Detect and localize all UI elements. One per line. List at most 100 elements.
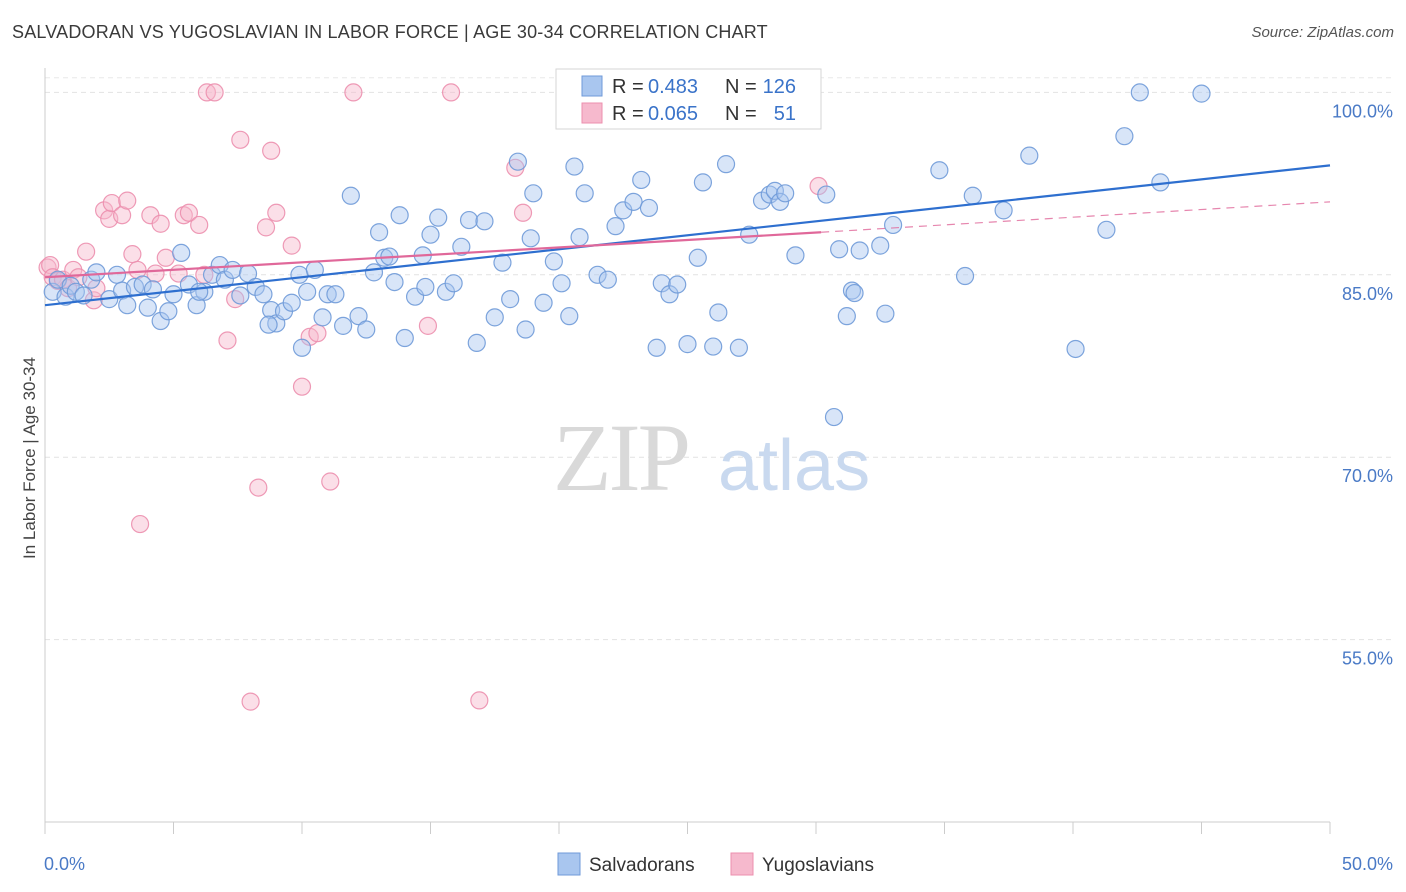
salvadorans-point-116: [1115, 127, 1134, 146]
salvadorans-point-104: [842, 281, 862, 300]
salvadorans-point-45: [364, 263, 384, 282]
salvadorans-point-68: [534, 293, 553, 312]
salvadorans-point-87: [688, 248, 707, 267]
watermark: ZIP atlas: [553, 404, 870, 511]
salvadorans-point-44: [357, 320, 376, 339]
salvadorans-points: [43, 83, 1211, 427]
legend-r-label-2: R =: [612, 103, 644, 125]
salvadorans-point-114: [1066, 339, 1085, 359]
salvadorans-point-74: [575, 184, 594, 203]
salvadorans-point-98: [776, 184, 795, 203]
salvadorans-point-111: [963, 186, 982, 205]
salvadorans-point-97: [770, 192, 790, 211]
yugoslavians-point-16: [123, 245, 142, 264]
yugoslavians-point-15: [118, 191, 137, 210]
legend-n-label-1: N =: [725, 76, 757, 98]
salvadorans-point-38: [313, 308, 332, 327]
salvadorans-trend-line: [44, 164, 1331, 307]
yugoslavians-point-25: [179, 203, 199, 222]
bottom-legend-label-yugoslavians: Yugoslavians: [762, 855, 874, 876]
salvadorans-point-62: [485, 308, 504, 327]
salvadorans-point-66: [516, 320, 535, 339]
salvadorans-point-71: [560, 307, 579, 326]
salvadorans-point-101: [824, 407, 844, 427]
salvadorans-point-21: [187, 296, 206, 315]
yugoslavians-point-26: [190, 215, 209, 235]
salvadorans-point-57: [444, 274, 463, 293]
y-tick-label-2: 70.0%: [1342, 466, 1393, 486]
salvadorans-point-36: [298, 282, 317, 301]
salvadorans-point-51: [395, 328, 414, 348]
y-tick-label-3: 55.0%: [1342, 649, 1393, 669]
salvadorans-point-59: [459, 210, 479, 230]
yugoslavians-trend-line: [44, 231, 822, 279]
salvadorans-point-75: [588, 265, 607, 284]
watermark-atlas: atlas: [718, 426, 870, 506]
salvadorans-point-82: [647, 338, 666, 357]
chart-title: SALVADORAN VS YUGOSLAVIAN IN LABOR FORCE…: [12, 22, 768, 42]
legend-swatch-salvadorans: [581, 75, 603, 97]
y-tick-label-0: 100.0%: [1332, 101, 1393, 121]
salvadorans-point-46: [370, 223, 389, 242]
salvadorans-point-61: [475, 212, 494, 231]
salvadorans-point-122: [259, 315, 278, 334]
salvadorans-point-64: [501, 290, 520, 309]
salvadorans-point-99: [786, 246, 805, 265]
salvadorans-point-76: [598, 270, 617, 289]
y-tick-label-1: 85.0%: [1342, 284, 1393, 304]
salvadorans-point-13: [133, 275, 152, 294]
yugoslavians-point-18: [130, 514, 150, 534]
x-tick-labels: 0.0% 50.0%: [44, 854, 1393, 874]
salvadorans-point-73: [570, 228, 589, 247]
salvadorans-point-112: [994, 201, 1013, 220]
salvadorans-point-40: [326, 285, 345, 304]
salvadorans-point-89: [704, 337, 723, 356]
axes: [44, 68, 1331, 834]
salvadorans-point-124: [190, 282, 209, 301]
legend-n-label-2: N =: [725, 103, 757, 125]
salvadorans-point-92: [729, 338, 749, 357]
salvadorans-point-35: [290, 265, 309, 284]
salvadorans-point-26: [223, 260, 242, 280]
salvadorans-point-31: [262, 300, 281, 320]
yugoslavians-point-48: [513, 203, 533, 222]
legend-r-label-1: R =: [612, 76, 644, 98]
salvadorans-point-60: [467, 333, 486, 352]
salvadorans-point-84: [660, 285, 679, 304]
y-tick-labels: 100.0% 85.0% 70.0% 55.0%: [1332, 101, 1393, 668]
legend-n-value-1: 126: [763, 76, 796, 98]
x-tick-label-0: 0.0%: [44, 854, 85, 874]
salvadorans-point-50: [390, 206, 409, 225]
salvadorans-point-108: [883, 215, 903, 235]
salvadorans-point-80: [632, 170, 651, 190]
legend-swatch-yugoslavians: [581, 102, 603, 124]
legend-r-value-2: 0.065: [648, 103, 698, 125]
legend-n-value-2: 51: [774, 103, 796, 125]
yugoslavians-point-39: [292, 377, 312, 396]
salvadorans-point-102: [830, 240, 849, 259]
x-tick-label-1: 50.0%: [1342, 854, 1393, 874]
salvadorans-point-54: [421, 225, 440, 244]
salvadorans-point-115: [1097, 220, 1116, 239]
salvadorans-point-19: [172, 243, 191, 263]
yugoslavians-point-30: [218, 331, 237, 350]
yugoslavians-point-22: [156, 248, 175, 267]
yugoslavians-point-35: [256, 218, 276, 237]
yugoslavians-point-42: [321, 472, 340, 491]
salvadorans-point-106: [871, 236, 890, 255]
yugoslavians-point-33: [241, 692, 260, 711]
salvadorans-point-123: [521, 229, 540, 248]
series-legend: Salvadorans Yugoslavians: [557, 852, 874, 876]
yugoslavians-point-21: [151, 214, 170, 233]
salvadorans-point-41: [334, 316, 353, 335]
yugoslavians-point-41: [308, 324, 327, 343]
salvadorans-point-2: [56, 287, 75, 306]
salvadorans-point-15: [143, 280, 163, 299]
bottom-legend-swatch-salvadorans: [557, 852, 581, 876]
salvadorans-point-86: [678, 335, 697, 354]
salvadorans-point-65: [508, 152, 527, 171]
yugoslavians-point-28: [197, 83, 217, 102]
legend-r-value-1: 0.483: [648, 76, 698, 98]
salvadorans-point-77: [606, 217, 625, 236]
